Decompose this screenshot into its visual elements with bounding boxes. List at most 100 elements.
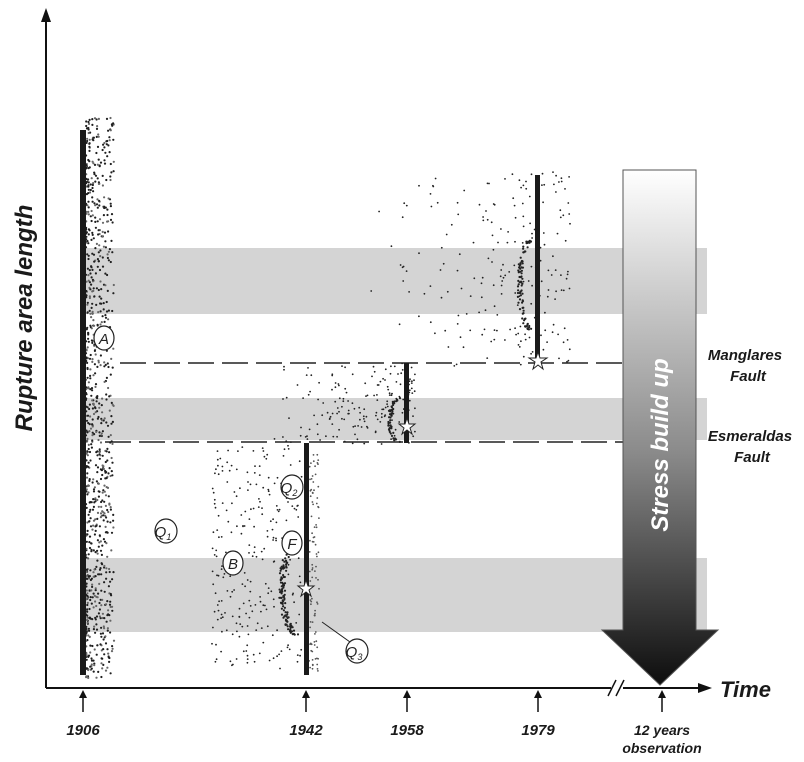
aftershock-dot — [111, 474, 114, 477]
aftershock-dot — [500, 293, 503, 295]
aftershock-dot — [105, 310, 109, 313]
aftershock-dot — [104, 514, 107, 517]
aftershock-dot — [456, 323, 459, 325]
aftershock-dot — [314, 658, 317, 660]
aftershock-dot — [235, 468, 238, 471]
aftershock-dot — [356, 438, 359, 441]
aftershock-dot — [490, 221, 493, 224]
aftershock-dot — [92, 549, 95, 552]
aftershock-dot — [99, 632, 102, 635]
aftershock-dot — [105, 421, 108, 424]
aftershock-dot — [248, 518, 251, 520]
aftershock-dot — [486, 218, 489, 221]
aftershock-dot — [233, 589, 236, 591]
aftershock-dot — [110, 171, 113, 174]
aftershock-dot — [104, 206, 107, 209]
aftershock-dot — [316, 423, 319, 426]
aftershock-dot — [88, 145, 91, 148]
aftershock-dot — [398, 323, 401, 326]
aftershock-dot — [429, 321, 432, 324]
aftershock-dot — [562, 214, 565, 217]
aftershock-dot — [456, 269, 459, 272]
aftershock-dot — [85, 675, 88, 678]
aftershock-dot — [247, 481, 249, 483]
aftershock-dot — [109, 605, 112, 609]
aftershock-dot — [109, 580, 112, 583]
aftershock-dot — [389, 372, 392, 375]
aftershock-dot — [502, 263, 504, 266]
aftershock-dot — [408, 399, 411, 402]
aftershock-dot — [246, 471, 249, 474]
aftershock-dot — [358, 406, 361, 409]
aftershock-dot — [439, 269, 442, 271]
aftershock-dot — [105, 117, 109, 120]
aftershock-dot — [351, 442, 354, 445]
aftershock-dot — [104, 272, 107, 275]
esmeraldas-fault-label-line1: Esmeraldas — [708, 428, 792, 445]
aftershock-dot — [108, 570, 111, 574]
aftershock-dot — [402, 280, 405, 282]
aftershock-dot — [92, 237, 95, 240]
aftershock-dot — [398, 440, 401, 443]
aftershock-dot — [88, 295, 91, 298]
aftershock-dot — [106, 629, 109, 632]
aftershock-dot — [258, 652, 261, 655]
aftershock-dot — [99, 310, 102, 313]
aftershock-dot — [87, 484, 90, 487]
aftershock-dot — [473, 277, 476, 280]
aftershock-dot — [272, 561, 275, 563]
y-axis-arrowhead — [41, 8, 51, 22]
aftershock-dot — [253, 525, 256, 528]
aftershock-dot — [300, 648, 303, 651]
aftershock-dot — [229, 575, 232, 578]
aftershock-dot — [517, 269, 520, 272]
aftershock-dot — [107, 220, 110, 223]
aftershock-dot — [86, 610, 89, 613]
aftershock-dot — [93, 406, 97, 409]
aftershock-dot — [520, 289, 523, 292]
aftershock-dot — [522, 309, 525, 312]
aftershock-dot — [286, 613, 289, 616]
aftershock-dot — [509, 328, 511, 331]
aftershock-dot — [112, 292, 115, 295]
observation-marker: 12 years observation — [622, 690, 702, 756]
aftershock-dot — [311, 563, 314, 566]
aftershock-dot — [96, 552, 99, 555]
aftershock-dot — [408, 389, 411, 392]
aftershock-dot — [112, 571, 115, 574]
aftershock-dot — [87, 233, 90, 236]
aftershock-dot — [102, 538, 105, 541]
aftershock-dot — [390, 425, 393, 428]
aftershock-dot — [85, 180, 89, 183]
aftershock-dot — [96, 559, 99, 562]
aftershock-dot — [521, 299, 524, 302]
aftershock-dot — [362, 415, 365, 418]
aftershock-dot — [289, 622, 292, 626]
aftershock-dot — [480, 296, 483, 299]
aftershock-dot — [326, 411, 329, 414]
aftershock-dot — [434, 332, 436, 335]
aftershock-dot — [96, 596, 99, 599]
aftershock-dot — [388, 429, 391, 432]
aftershock-dot — [282, 605, 285, 608]
aftershock-dot — [267, 476, 270, 479]
aftershock-dot — [89, 272, 92, 275]
aftershock-dot — [104, 246, 107, 249]
aftershock-dot — [92, 162, 95, 165]
aftershock-dot — [351, 402, 354, 405]
aftershock-dot — [110, 531, 114, 534]
aftershock-dot — [556, 232, 559, 235]
aftershock-dot — [213, 498, 216, 501]
aftershock-dot — [399, 264, 402, 266]
aftershock-dot — [282, 564, 285, 567]
aftershock-dot — [92, 592, 95, 595]
aftershock-dot — [109, 672, 112, 675]
aftershock-dot — [101, 499, 104, 502]
aftershock-dot — [101, 563, 104, 566]
aftershock-dot — [314, 631, 317, 633]
aftershock-dot — [354, 433, 356, 436]
aftershock-dot — [99, 512, 103, 515]
aftershock-dot — [401, 216, 404, 219]
aftershock-dot — [111, 221, 114, 224]
aftershock-dot — [272, 598, 275, 601]
